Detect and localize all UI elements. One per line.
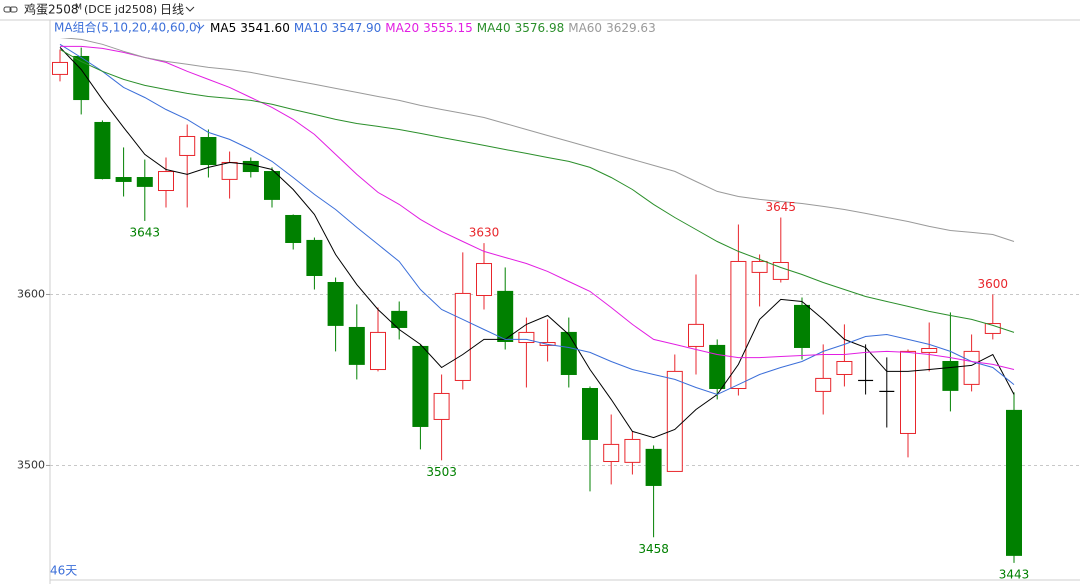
plot-area <box>52 38 1022 563</box>
candle-body <box>1006 409 1022 556</box>
candle-body <box>772 261 789 280</box>
candle-body <box>391 310 408 328</box>
period: 日线 <box>160 3 184 17</box>
legend-entry: MA40 3576.98 <box>477 21 564 35</box>
legend-entry: MA10 3547.90 <box>294 21 381 35</box>
legend-entry: MA60 3629.63 <box>568 21 655 35</box>
legend-name: MA40 <box>477 21 511 35</box>
candle-body <box>136 177 153 187</box>
candle-body <box>412 345 429 427</box>
y-tick-label: 3600 <box>17 287 45 300</box>
link-icon[interactable] <box>3 6 18 13</box>
exchange: (DCE jd2508) <box>84 3 157 16</box>
header: 鸡蛋2508 M (DCE jd2508) 日线 <box>3 2 195 17</box>
symbol-mark: M <box>75 3 82 12</box>
icon-part <box>9 6 18 13</box>
candle-body <box>751 260 768 273</box>
candle-body <box>560 331 577 375</box>
extreme-label: 3645 <box>766 200 797 214</box>
candle-body <box>242 160 259 173</box>
candle-body <box>942 360 959 391</box>
candle-body <box>200 137 217 166</box>
candle-body <box>158 171 174 192</box>
candle-body <box>603 443 620 463</box>
candle-body <box>624 438 641 463</box>
ma-group: MA组合(5,10,20,40,60,0) <box>54 20 201 35</box>
labels: 3643 3503 3630 3458 3645 3600 3443 <box>130 200 1030 581</box>
candle-body <box>476 263 492 296</box>
legend-value: 3555.15 <box>423 21 473 35</box>
legend-value: 3629.63 <box>606 21 656 35</box>
candle-body <box>730 260 747 390</box>
candle-body <box>94 121 111 180</box>
extreme-label: 3630 <box>469 226 500 240</box>
y-tick-label: 3500 <box>17 458 45 471</box>
extreme-label: 3443 <box>999 567 1030 581</box>
candle-body <box>518 331 535 344</box>
candle-body <box>709 344 726 390</box>
day-count: 46天 <box>50 564 77 578</box>
ma-line <box>59 38 1015 242</box>
grid: 3500 3600 <box>17 287 1080 471</box>
candle-body <box>921 347 938 353</box>
candle-body <box>645 448 662 486</box>
candle-body <box>582 388 598 440</box>
ma-line <box>60 45 1015 370</box>
candle-body <box>497 290 514 342</box>
legend-value: 3576.98 <box>515 21 565 35</box>
extreme-label: 3600 <box>978 277 1009 291</box>
ma-line <box>59 43 1015 396</box>
candle-body <box>454 292 471 381</box>
candle-body <box>836 360 853 375</box>
legend-name: MA5 <box>210 21 236 35</box>
candle-body <box>52 61 68 75</box>
candle-body <box>688 323 704 347</box>
extreme-label: 3503 <box>426 465 457 479</box>
symbol: 鸡蛋2508 <box>24 2 79 17</box>
candle-body <box>327 281 344 326</box>
candle-body <box>900 350 916 434</box>
extreme-label: 3643 <box>130 225 161 239</box>
ma-line <box>59 47 1015 439</box>
legend-entry: MA20 3555.15 <box>385 21 472 35</box>
candle-body <box>115 177 132 182</box>
candle-body <box>179 135 196 156</box>
legend-name: MA20 <box>385 21 419 35</box>
chevron <box>185 6 195 12</box>
icon-part <box>3 6 12 13</box>
candle-body <box>73 55 90 101</box>
candle-body <box>285 214 302 243</box>
candle-body <box>984 323 1001 334</box>
candle-body <box>221 161 238 180</box>
candle-body <box>794 304 810 348</box>
candle-body <box>348 326 365 365</box>
legend-entry: MA5 3541.60 <box>210 21 290 35</box>
candle-body <box>963 350 980 385</box>
ma-line <box>59 49 1015 333</box>
legend: MA5 3541.60 MA10 3547.90 MA20 3555.15 MA40 3576… <box>210 21 656 35</box>
candle-body <box>433 392 450 420</box>
candle-body <box>306 239 323 276</box>
chevron <box>195 24 205 30</box>
ma-group-selector[interactable]: MA组合(5,10,20,40,60,0) <box>54 20 205 35</box>
extreme-label: 3458 <box>638 542 669 556</box>
candle-body <box>370 331 386 371</box>
candle-body <box>815 377 832 392</box>
legend-value: 3541.60 <box>240 21 290 35</box>
candle-body <box>264 171 280 200</box>
legend-name: MA60 <box>568 21 602 35</box>
legend-value: 3547.90 <box>332 21 382 35</box>
legend-name: MA10 <box>294 21 328 35</box>
candle-body <box>666 370 683 472</box>
period-selector[interactable]: 日线 <box>160 3 195 17</box>
